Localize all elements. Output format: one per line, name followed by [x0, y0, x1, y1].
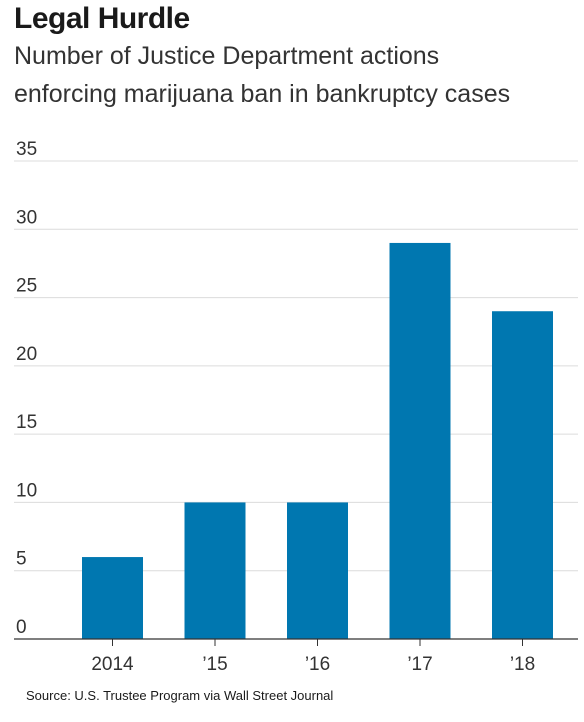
y-tick-label-15: 15 — [16, 412, 37, 433]
x-axis-tick-labels: 2014 ’15 ’16 ’17 ’18 — [91, 654, 535, 675]
y-tick-label-30: 30 — [16, 207, 37, 228]
x-tick-label-1: ’15 — [202, 654, 227, 675]
y-tick-label-10: 10 — [16, 480, 37, 501]
y-tick-label-5: 5 — [16, 549, 27, 570]
bar-0 — [82, 557, 143, 639]
x-axis — [14, 638, 578, 646]
bar-1 — [184, 502, 246, 639]
bars — [82, 242, 553, 639]
y-tick-label-35: 35 — [16, 139, 37, 160]
x-tick-label-0: 2014 — [91, 654, 134, 675]
bar-4 — [492, 311, 553, 639]
x-tick-label-3: ’17 — [407, 654, 432, 675]
chart-title: Legal Hurdle — [14, 2, 190, 35]
bar-2 — [287, 502, 348, 639]
x-tick-label-4: ’18 — [510, 654, 535, 675]
y-tick-label-20: 20 — [16, 344, 37, 365]
grid-lines — [14, 160, 578, 572]
bar-3 — [389, 242, 451, 639]
y-tick-label-0: 0 — [16, 617, 27, 638]
source-note: Source: U.S. Trustee Program via Wall St… — [26, 688, 334, 703]
y-axis-tick-labels: 0 5 10 15 20 25 30 35 — [16, 139, 37, 638]
x-tick-label-2: ’16 — [305, 654, 330, 675]
chart-subtitle-line-1: Number of Justice Department actions — [14, 42, 440, 70]
chart-subtitle-line-2: enforcing marijuana ban in bankruptcy ca… — [14, 80, 511, 108]
y-tick-label-25: 25 — [16, 276, 37, 297]
